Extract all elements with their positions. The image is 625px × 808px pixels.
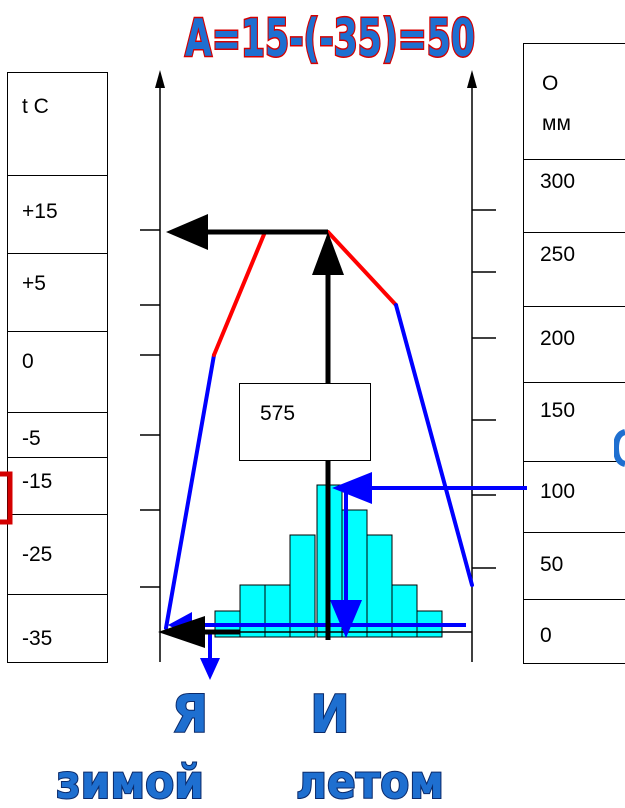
precipitation-bar (239, 584, 266, 638)
precipitation-header-symbol: О (542, 72, 559, 95)
precipitation-cell: 100 (524, 462, 625, 533)
winter-word-label: зимой (55, 754, 205, 808)
temperature-cell: +5 (8, 254, 107, 332)
summer-word-label: летом (295, 754, 445, 808)
temperature-value: +5 (22, 272, 46, 295)
precipitation-cell: 300 (524, 160, 625, 233)
precipitation-bar (366, 534, 393, 638)
svg-text:И: И (310, 685, 349, 740)
precipitation-bar (391, 584, 418, 638)
amplitude-title: А=15-(-35)=50 (184, 8, 477, 71)
svg-text:зимой: зимой (56, 755, 204, 808)
precipitation-value: 50 (540, 553, 564, 576)
precipitation-header-cell: О мм (524, 44, 625, 160)
precipitation-cell: 250 (524, 233, 625, 307)
precipitation-arrows (168, 472, 527, 680)
temperature-header: t С (22, 95, 49, 118)
temperature-value: -35 (22, 627, 53, 650)
temperature-axis-arrowhead (155, 70, 165, 88)
precipitation-value: 0 (540, 624, 552, 647)
precipitation-scale-table: О мм 300 250 200 150 100 50 0 (523, 43, 625, 664)
temperature-cell: +15 (8, 176, 107, 254)
amplitude-title-text: А=15-(-35)=50 (185, 9, 475, 69)
summer-letter-label: И (309, 684, 350, 740)
svg-text:Я: Я (172, 685, 208, 740)
temperature-cell: -25 (8, 515, 107, 595)
precipitation-axis-arrowhead (467, 70, 477, 88)
precipitation-header-unit: мм (542, 112, 571, 135)
precipitation-bar (289, 534, 316, 638)
temperature-axis (140, 80, 161, 662)
right-edge-fragment-icon (614, 429, 625, 467)
precipitation-cell: 200 (524, 307, 625, 383)
temperature-scale-table: t С +15 +5 0 -5 -15 -25 -35 (7, 72, 108, 663)
temperature-curve-warm (212, 230, 398, 357)
left-edge-fragment-icon (0, 471, 13, 525)
temperature-curve-cold-right (394, 303, 474, 587)
annual-precipitation-box: 575 (239, 383, 371, 461)
temperature-header-cell: t С (8, 73, 107, 176)
precipitation-bar (264, 584, 291, 638)
precipitation-value: 250 (540, 243, 576, 266)
precipitation-value: 200 (540, 327, 576, 350)
precipitation-value: 300 (540, 170, 576, 193)
temperature-value: -5 (22, 427, 41, 450)
annual-precipitation-value: 575 (260, 402, 296, 425)
temperature-curve-cold-left (164, 353, 216, 630)
precipitation-cell: 50 (524, 533, 625, 600)
temperature-value: -15 (22, 470, 53, 493)
precipitation-value: 100 (540, 480, 576, 503)
precipitation-cell: 0 (524, 600, 625, 663)
temperature-cell: -5 (8, 413, 107, 458)
precipitation-cell: 150 (524, 383, 625, 462)
winter-letter-label: Я (171, 684, 209, 740)
temperature-cell: -35 (8, 595, 107, 662)
precipitation-axis (471, 80, 496, 662)
svg-text:летом: летом (296, 755, 444, 808)
temperature-value: 0 (22, 350, 34, 373)
precipitation-value: 150 (540, 399, 576, 422)
temperature-cell: -15 (8, 458, 107, 515)
temperature-cell: 0 (8, 332, 107, 413)
temperature-value: +15 (22, 200, 58, 223)
temperature-value: -25 (22, 543, 53, 566)
